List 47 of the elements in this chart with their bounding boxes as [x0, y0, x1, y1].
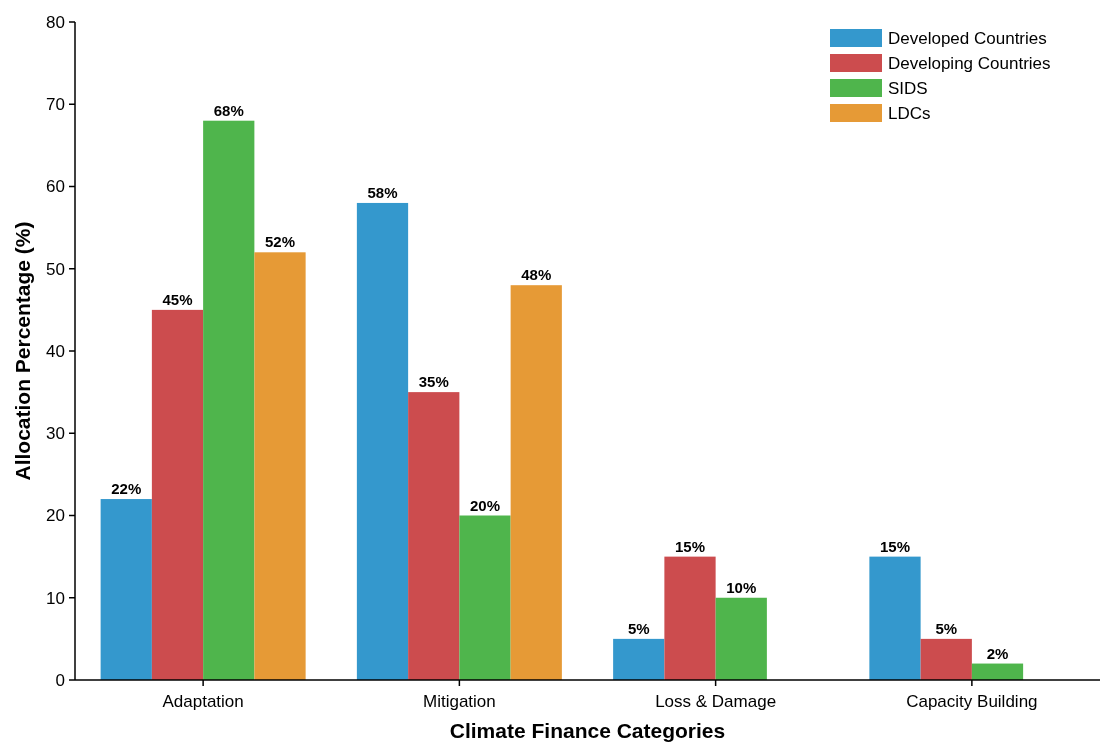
data-label: 2% — [986, 644, 1009, 662]
bar — [100, 499, 152, 680]
bar — [920, 638, 972, 680]
bar — [715, 597, 767, 680]
y-axis-title: Allocation Percentage (%) — [11, 221, 34, 481]
legend-label: LDCs — [888, 103, 931, 123]
y-tick-label: 0 — [55, 670, 65, 690]
y-tick-label: 10 — [46, 588, 65, 608]
bar — [408, 392, 460, 680]
data-label: 10% — [726, 578, 757, 596]
bar — [151, 309, 204, 680]
bar — [254, 252, 306, 680]
y-tick-label: 70 — [46, 95, 65, 115]
data-label: 52% — [264, 233, 296, 251]
bar — [971, 663, 1024, 680]
data-label: 48% — [521, 266, 552, 284]
bar — [203, 120, 255, 680]
bar — [869, 556, 921, 680]
data-label: 68% — [213, 101, 244, 119]
legend-label: Developing Countries — [888, 53, 1051, 73]
data-label: 58% — [367, 183, 398, 201]
data-label: 20% — [469, 496, 501, 514]
y-tick-label: 40 — [46, 341, 65, 361]
y-tick-label: 50 — [46, 259, 65, 279]
legend-label: Developed Countries — [888, 28, 1047, 48]
data-label: 15% — [879, 537, 911, 555]
bar — [613, 638, 665, 680]
data-label: 22% — [111, 480, 142, 498]
y-tick-label: 20 — [46, 506, 65, 526]
y-tick-label: 80 — [46, 12, 65, 32]
x-tick-label: Capacity Building — [906, 692, 1038, 711]
bar — [510, 285, 562, 680]
legend-label: SIDS — [888, 78, 928, 98]
data-label: 5% — [935, 619, 958, 637]
x-tick-label: Mitigation — [422, 692, 496, 711]
bar — [459, 515, 511, 680]
data-label: 5% — [627, 619, 650, 637]
y-tick-label: 30 — [46, 424, 65, 444]
x-axis-title: Climate Finance Categories — [449, 719, 726, 742]
y-tick-label: 60 — [46, 177, 65, 197]
bar — [356, 202, 409, 680]
data-label: 45% — [162, 290, 193, 308]
data-label: 15% — [674, 537, 706, 555]
x-tick-label: Adaptation — [162, 692, 244, 711]
data-label: 35% — [418, 373, 449, 391]
bar — [664, 556, 716, 680]
x-tick-label: Loss & Damage — [655, 692, 777, 711]
